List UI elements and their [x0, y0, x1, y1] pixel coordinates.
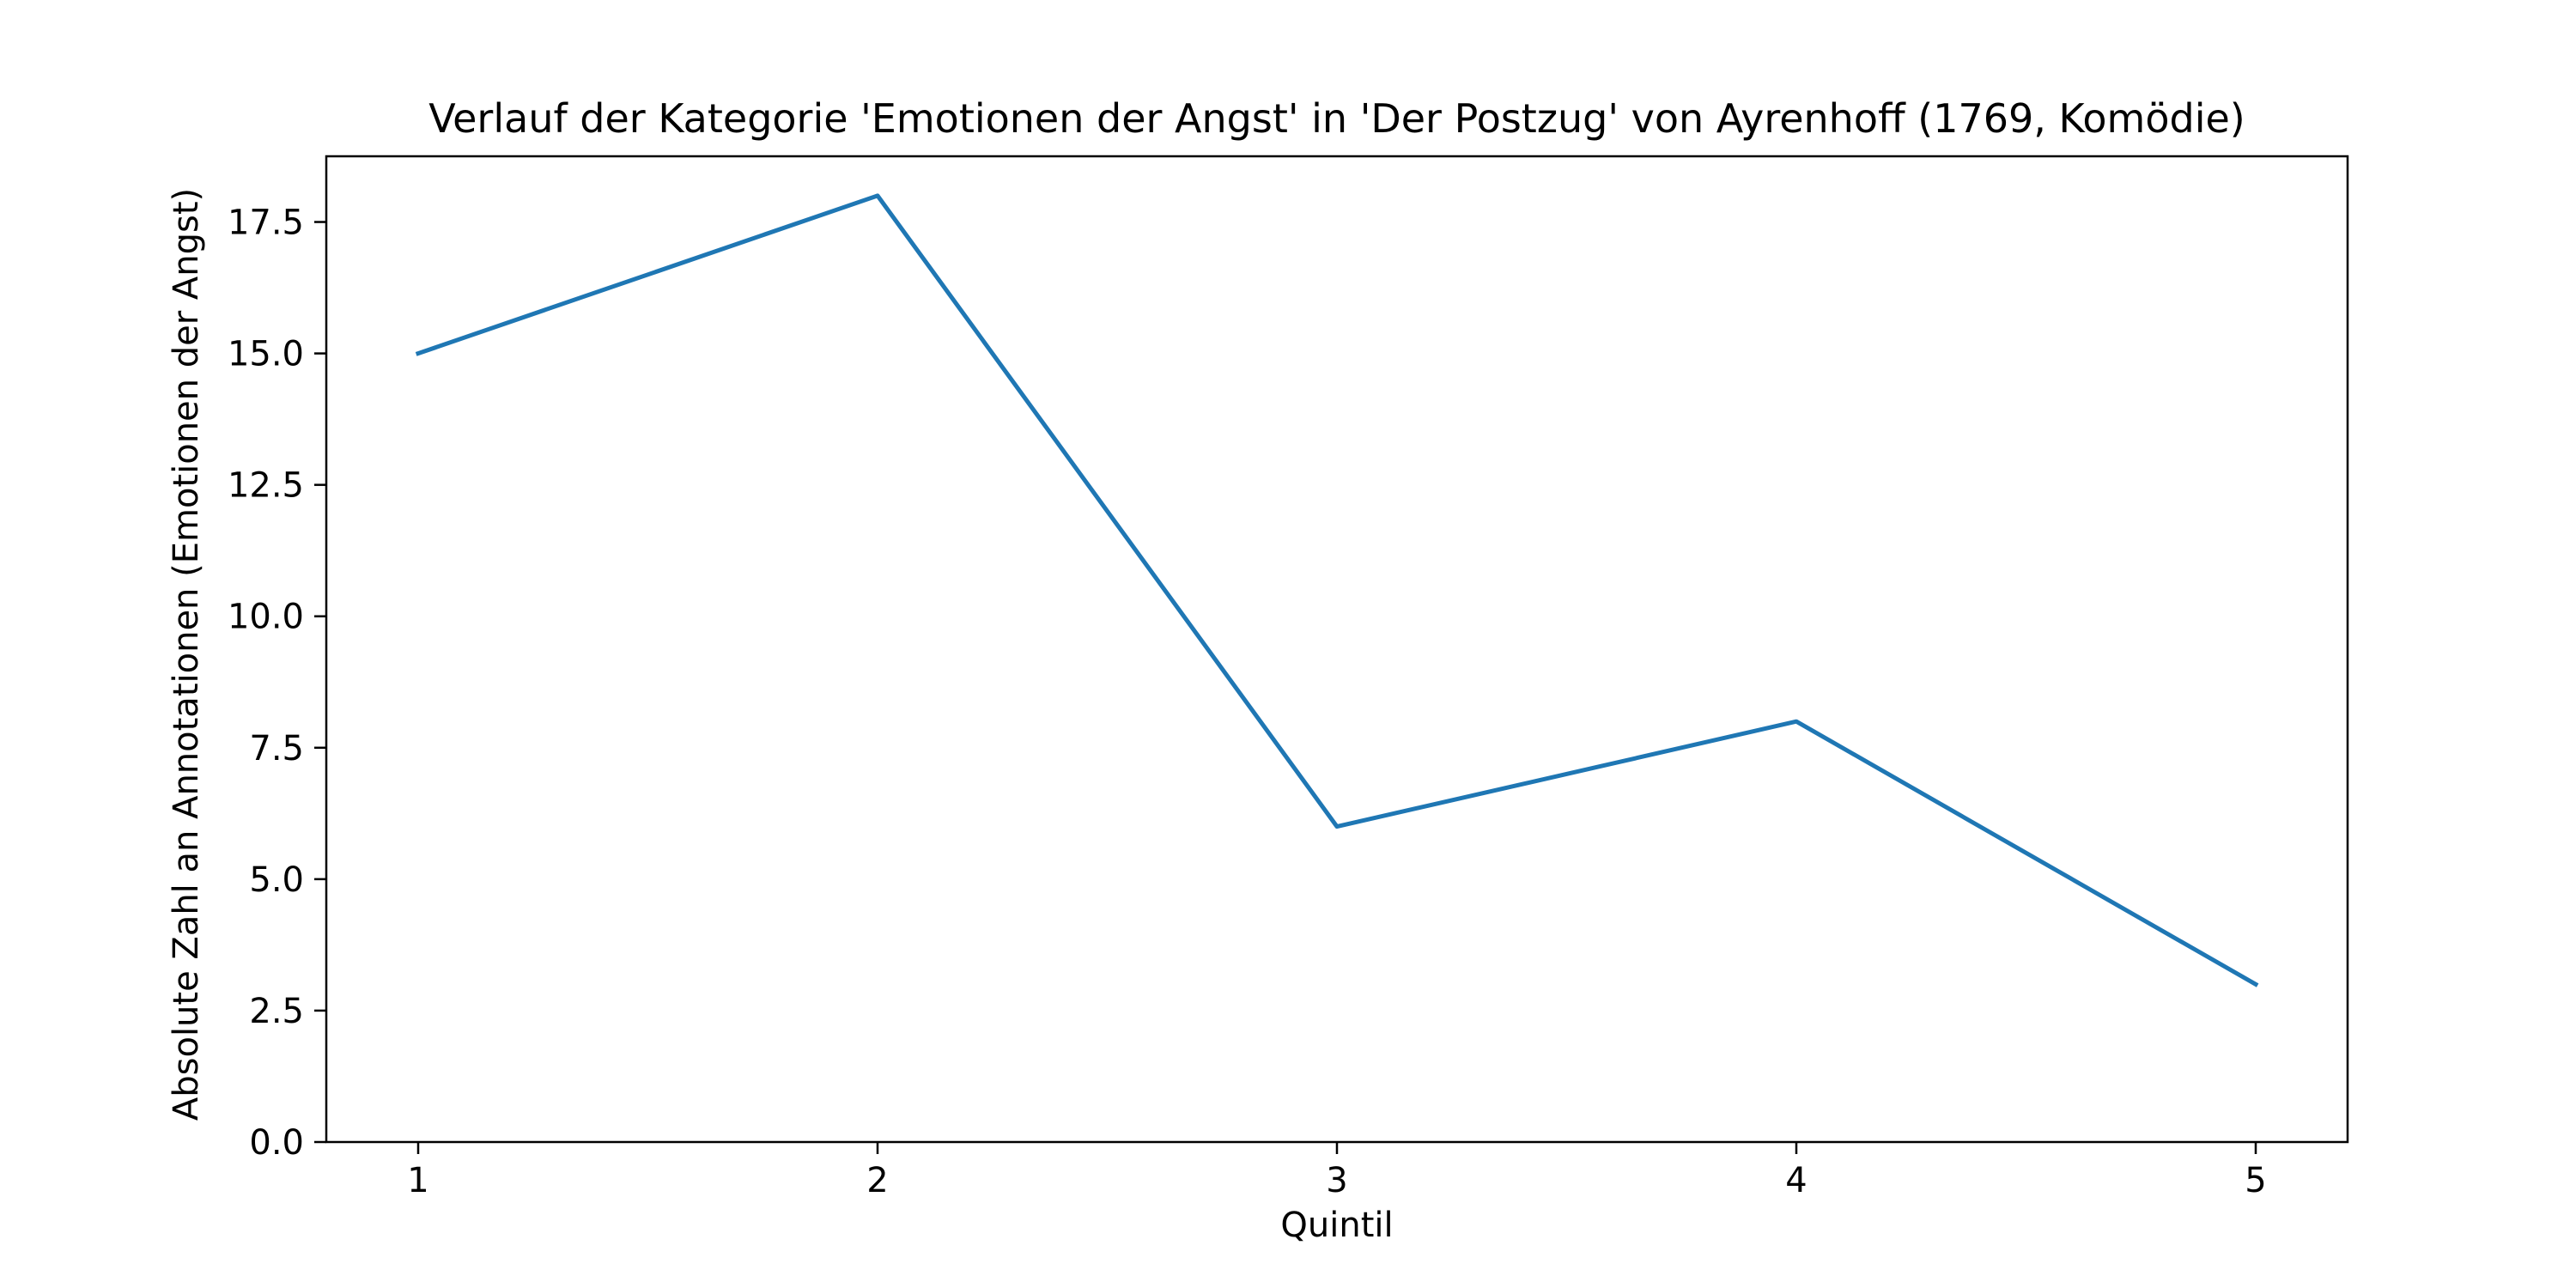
x-tick-label: 1 [407, 1161, 428, 1200]
x-axis-label: Quintil [1280, 1206, 1393, 1245]
y-axis: 0.0 2.5 5.0 7.5 10.0 12.5 15.0 17.5 [228, 204, 326, 1163]
y-axis-label: Absolute Zahl an Annotationen (Emotionen… [167, 188, 206, 1121]
x-tick-label: 5 [2245, 1161, 2266, 1200]
y-tick-label: 12.5 [228, 466, 304, 506]
y-tick-label: 7.5 [249, 729, 304, 769]
y-tick-label: 5.0 [249, 860, 304, 900]
x-tick-label: 4 [1785, 1161, 1807, 1200]
y-tick-label: 10.0 [228, 598, 304, 637]
y-tick-label: 0.0 [249, 1123, 304, 1163]
y-tick-label: 2.5 [249, 992, 304, 1031]
y-tick-label: 17.5 [228, 204, 304, 243]
x-tick-label: 2 [866, 1161, 888, 1200]
series-line [415, 193, 2259, 987]
chart-title: Verlauf der Kategorie 'Emotionen der Ang… [428, 95, 2245, 142]
y-tick-label: 15.0 [228, 335, 304, 374]
x-axis: 1 2 3 4 5 [407, 1142, 2267, 1200]
x-tick-label: 3 [1326, 1161, 1347, 1200]
